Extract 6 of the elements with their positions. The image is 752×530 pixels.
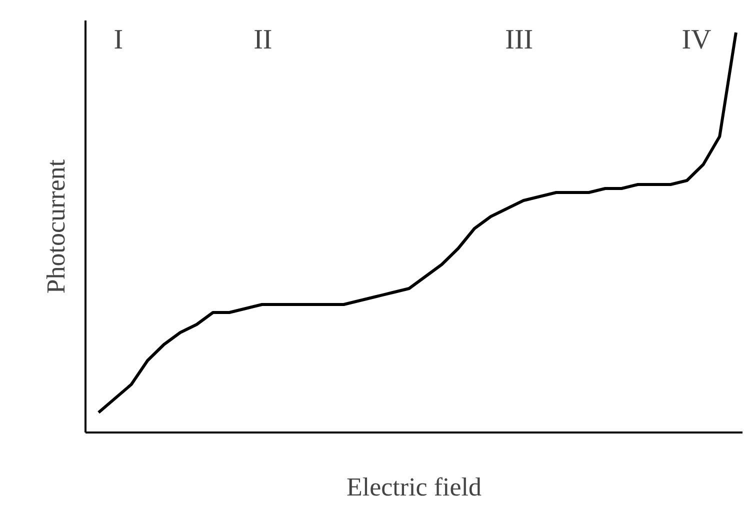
annotation: II	[254, 24, 272, 56]
annotation: III	[505, 24, 534, 56]
x-axis-title: Electric field	[346, 472, 482, 502]
annotation: IV	[682, 24, 712, 56]
y-axis-title: Photocurrent	[42, 158, 70, 294]
annotation: I	[114, 24, 124, 56]
